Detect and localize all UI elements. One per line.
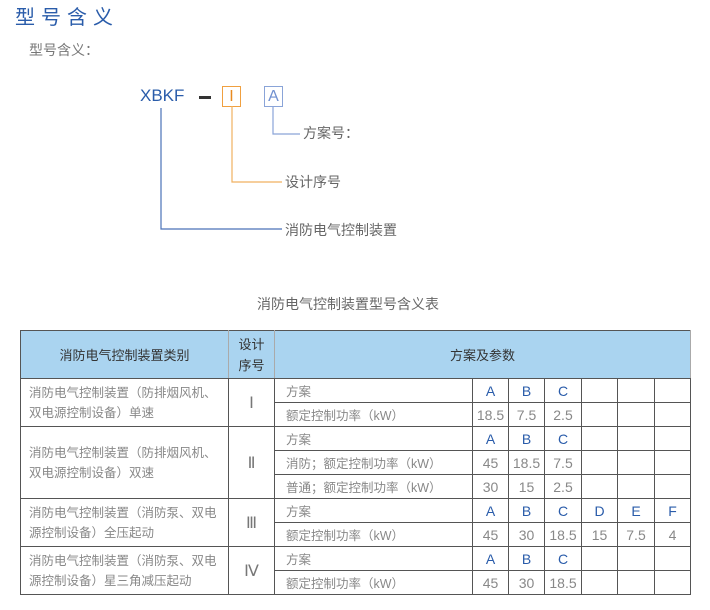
table-row: 消防电气控制装置（防排烟风机、双电源控制设备）双速 Ⅱ 方案 A B C: [20, 426, 692, 499]
value-cell: 30: [472, 474, 509, 499]
value-cell: 18.5: [472, 402, 509, 427]
value-cell: 45: [472, 450, 509, 475]
value-cell: 7.5: [508, 402, 545, 427]
design-label: 设计序号: [285, 175, 341, 191]
scheme-cell: [653, 378, 692, 403]
design-connector: [231, 106, 282, 183]
value-cell: 30: [508, 570, 545, 595]
scheme-connector: [272, 106, 300, 135]
scheme-cell: B: [508, 498, 545, 523]
value-cell: 18.5: [508, 450, 545, 475]
table-row: 消防电气控制装置（消防泵、双电源控制设备）星三角减压起动 Ⅳ 方案 A B C: [20, 546, 692, 595]
scheme-cell: B: [508, 546, 545, 571]
scheme-cell: C: [544, 498, 582, 523]
category-cell: 消防电气控制装置（消防泵、双电源控制设备）星三角减压起动: [20, 546, 229, 595]
param-label: 消防；额定控制功率（kW）: [274, 450, 473, 475]
table-caption: 消防电气控制装置型号含义表: [257, 297, 439, 313]
model-table: 消防电气控制装置类别 设计序号 方案及参数 消防电气控制装置（防排烟风机、双电源…: [20, 330, 692, 595]
value-cell: [581, 474, 618, 499]
value-cell: 2.5: [544, 474, 582, 499]
table-row: 普通；额定控制功率（kW） 30 15 2.5: [21, 474, 692, 499]
param-label: 方案: [274, 378, 473, 403]
value-cell: [617, 450, 655, 475]
value-cell: [581, 450, 618, 475]
scheme-cell: F: [653, 498, 692, 523]
value-cell: [617, 570, 655, 595]
connector-lines: [160, 106, 300, 230]
scheme-cell: A: [472, 546, 509, 571]
value-cell: 18.5: [544, 570, 582, 595]
prefix-label: 消防电气控制装置: [285, 223, 397, 239]
value-cell: 2.5: [544, 402, 582, 427]
param-label: 方案: [274, 426, 473, 451]
table-row: 额定控制功率（kW） 45 30 18.5 15 7.5 4: [21, 522, 692, 547]
value-cell: 15: [581, 522, 618, 547]
value-cell: 7.5: [544, 450, 582, 475]
category-cell: 消防电气控制装置（消防泵、双电源控制设备）全压起动: [20, 498, 229, 547]
scheme-cell: [617, 378, 655, 403]
scheme-label: 方案号：: [303, 126, 359, 142]
value-cell: [617, 402, 655, 427]
scheme-cell: E: [617, 498, 655, 523]
serial-cell: Ⅳ: [228, 546, 275, 595]
subtitle: 型号含义：: [29, 43, 99, 59]
scheme-cell: A: [472, 378, 509, 403]
param-label: 方案: [274, 546, 473, 571]
scheme-cell: [617, 426, 655, 451]
value-cell: [581, 402, 618, 427]
model-prefix: XBKF: [140, 86, 185, 105]
param-label: 额定控制功率（kW）: [274, 402, 473, 427]
category-cell: 消防电气控制装置（防排烟风机、双电源控制设备）双速: [20, 426, 229, 499]
scheme-cell: [581, 546, 618, 571]
scheme-cell: C: [544, 378, 582, 403]
table-row: 消防电气控制装置（防排烟风机、双电源控制设备）单速 Ⅰ 方案 A B C: [20, 378, 692, 427]
value-cell: 4: [653, 522, 692, 547]
header-params: 方案及参数: [273, 330, 692, 379]
table-row: 消防电气控制装置（消防泵、双电源控制设备）全压起动 Ⅲ 方案 A B C D E F: [20, 498, 692, 547]
serial-cell: Ⅰ: [228, 378, 275, 427]
param-label: 额定控制功率（kW）: [274, 522, 473, 547]
scheme-cell: C: [544, 546, 582, 571]
prefix-connector: [160, 108, 282, 230]
value-cell: [653, 402, 692, 427]
value-cell: 45: [472, 522, 509, 547]
param-label: 普通；额定控制功率（kW）: [274, 474, 473, 499]
scheme-cell: [653, 426, 692, 451]
value-cell: [653, 570, 692, 595]
value-cell: [653, 450, 692, 475]
table-row: 额定控制功率（kW） 45 30 18.5: [21, 570, 692, 595]
scheme-cell: B: [508, 378, 545, 403]
model-dash: [199, 96, 211, 99]
serial-cell: Ⅱ: [228, 426, 275, 499]
value-cell: 7.5: [617, 522, 655, 547]
serial-cell: Ⅲ: [228, 498, 275, 547]
scheme-cell: [653, 546, 692, 571]
scheme-cell: D: [581, 498, 618, 523]
scheme-cell: [617, 546, 655, 571]
param-label: 额定控制功率（kW）: [274, 570, 473, 595]
value-cell: [653, 474, 692, 499]
value-cell: [617, 474, 655, 499]
scheme-cell: B: [508, 426, 545, 451]
value-cell: [581, 570, 618, 595]
scheme-cell: A: [472, 498, 509, 523]
category-cell: 消防电气控制装置（防排烟风机、双电源控制设备）单速: [20, 378, 229, 427]
scheme-cell: A: [472, 426, 509, 451]
value-cell: 18.5: [544, 522, 582, 547]
page-title: 型号含义: [15, 5, 119, 29]
scheme-cell: C: [544, 426, 582, 451]
value-cell: 15: [508, 474, 545, 499]
header-serial: 设计序号: [228, 330, 275, 379]
value-cell: 45: [472, 570, 509, 595]
header-category: 消防电气控制装置类别: [20, 330, 229, 379]
value-cell: 30: [508, 522, 545, 547]
param-label: 方案: [274, 498, 473, 523]
scheme-cell: [581, 426, 618, 451]
scheme-cell: [581, 378, 618, 403]
